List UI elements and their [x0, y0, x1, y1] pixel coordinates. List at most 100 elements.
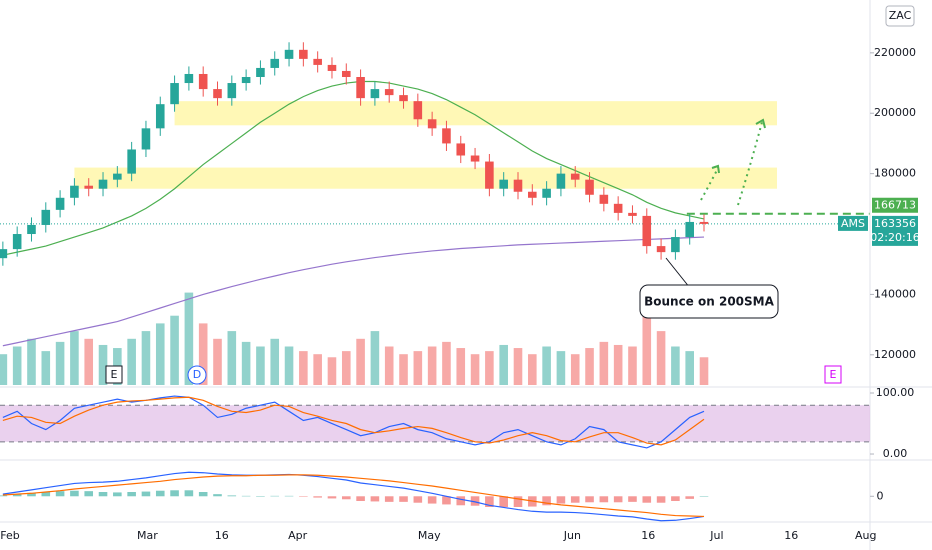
macd-hist-bar [470, 496, 480, 506]
candle-body [613, 203, 623, 213]
volume-bar [84, 338, 94, 385]
dividend-marker-label[interactable]: D [193, 368, 201, 381]
volume-bar [327, 357, 337, 385]
volume-bar [570, 354, 580, 385]
x-tick-label: 16 [215, 529, 229, 542]
reference-tag-label: 166713 [874, 199, 916, 212]
volume-bar [241, 341, 251, 385]
volume-bar [270, 338, 280, 385]
countdown: 02:20:16 [870, 231, 919, 244]
volume-bar [256, 346, 265, 385]
volume-bar [141, 331, 151, 385]
symbol-box[interactable] [885, 5, 915, 27]
candle-body [370, 89, 380, 99]
candle-body [284, 49, 294, 59]
y-tick-label: 220000 [874, 46, 916, 59]
macd-hist-bar [55, 491, 65, 497]
exchange-tag [838, 215, 868, 231]
volume-bar [227, 331, 237, 385]
volume-bar [442, 341, 451, 385]
candle-body [442, 128, 451, 144]
candle-body [41, 209, 51, 225]
macd-hist-bar [284, 495, 294, 497]
candle-body [299, 49, 308, 59]
volume-bar [685, 351, 694, 385]
candle-body [256, 67, 265, 77]
candle-body [213, 89, 222, 99]
stoch-tick-label: 0.00 [883, 447, 908, 460]
candle-body [599, 194, 609, 204]
macd-hist-bar [599, 496, 609, 503]
candle-body [427, 119, 437, 129]
sma200-line [2, 236, 705, 347]
candle-body [570, 173, 580, 180]
candle-body [499, 179, 508, 189]
candle-body [141, 128, 151, 150]
candle-body [685, 221, 694, 238]
event-marker[interactable] [105, 365, 123, 384]
volume-bar [198, 323, 208, 385]
volume-bar [599, 341, 609, 385]
x-tick-label: May [418, 529, 441, 542]
volume-bar [456, 348, 466, 385]
candle-body [155, 104, 165, 129]
volume-bar [341, 351, 351, 385]
candle-body [384, 89, 394, 96]
symbol[interactable]: ZAC [889, 9, 912, 22]
volume-bar [213, 338, 222, 385]
callout-box [639, 284, 779, 319]
candle-body [27, 224, 36, 235]
macd-hist-bar [0, 495, 8, 497]
event-marker[interactable] [824, 365, 842, 384]
macd-hist-bar [270, 495, 280, 497]
volume-bar [313, 354, 322, 385]
volume-bar [671, 346, 680, 385]
candle-body [656, 246, 666, 253]
volume-bar [656, 331, 666, 385]
volume-bar [413, 351, 423, 385]
macd-hist-bar [499, 496, 508, 507]
candle-body [70, 185, 79, 198]
candle-body [241, 77, 251, 84]
volume-bar [699, 357, 709, 385]
x-tick-label: 16 [641, 529, 655, 542]
macd-hist-bar [241, 495, 251, 497]
callout-text: Bounce on 200SMA [644, 295, 775, 309]
macd-hist-bar [341, 496, 351, 500]
macd-hist-bar [485, 496, 494, 507]
signal-line [2, 474, 705, 518]
macd-hist-bar [642, 496, 652, 503]
y-tick-label: 200000 [874, 106, 916, 119]
macd-hist-bar [456, 496, 466, 506]
y-tick-label: 180000 [874, 167, 916, 180]
volume-bar [370, 331, 380, 385]
macd-hist-bar [313, 496, 322, 498]
macd-hist-bar [98, 492, 108, 497]
event-marker-label[interactable]: E [830, 368, 837, 381]
macd-hist-bar [84, 491, 94, 497]
volume-bar [55, 341, 65, 385]
candle-body [671, 237, 680, 253]
volume-bar [556, 351, 566, 385]
macd-hist-bar [442, 496, 451, 505]
candle-body [413, 101, 423, 120]
volume-bar [542, 346, 551, 385]
macd-hist-bar [671, 496, 680, 501]
candle-body [198, 73, 208, 90]
candle-body [127, 149, 136, 174]
candle-body [313, 58, 322, 65]
macd-hist-bar [513, 496, 523, 507]
macd-line [2, 471, 705, 522]
macd-hist-bar [70, 490, 79, 497]
dividend-marker[interactable] [187, 365, 207, 385]
candle-body [98, 179, 108, 189]
candle-body [399, 95, 408, 102]
candle-body [699, 221, 709, 224]
volume-bar [613, 344, 623, 385]
highlight-zone [74, 167, 777, 189]
event-marker-label[interactable]: E [111, 368, 118, 381]
volume-bar [470, 354, 480, 385]
macd-hist-bar [370, 496, 380, 502]
volume-bar [98, 344, 108, 385]
